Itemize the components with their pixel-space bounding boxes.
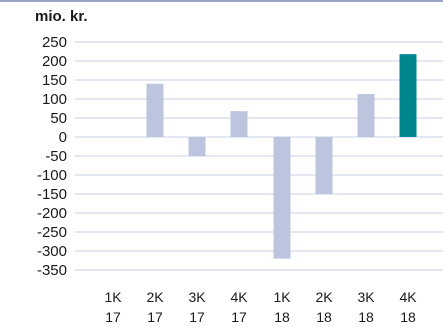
bar: [146, 83, 164, 137]
x-tick-label-quarter: 4K: [230, 289, 248, 305]
x-tick-label-year: 17: [189, 309, 205, 325]
bar: [273, 137, 291, 259]
gridlines: [75, 41, 443, 271]
y-tick-label: 150: [42, 72, 67, 89]
x-tick-label-year: 18: [358, 309, 374, 325]
x-axis-ticks: 1K 17 2K 17 3K 17 4K 17 1K 18 2K 18 3K 18 4K 18: [104, 289, 417, 325]
bar: [230, 111, 248, 137]
y-tick-label: -300: [37, 243, 67, 260]
y-tick-label: -150: [37, 186, 67, 203]
x-tick-label-year: 17: [147, 309, 163, 325]
y-tick-label: -100: [37, 167, 67, 184]
y-tick-label: 100: [42, 91, 67, 108]
y-tick-label: 200: [42, 53, 67, 70]
y-tick-label: -50: [45, 148, 67, 165]
bar: [315, 137, 333, 194]
bar: [399, 54, 417, 137]
x-tick-label-year: 18: [316, 309, 332, 325]
x-tick-label-quarter: 1K: [104, 289, 122, 305]
x-tick-label-year: 18: [274, 309, 290, 325]
x-tick-label-quarter: 4K: [399, 289, 417, 305]
y-tick-label: 50: [50, 110, 67, 127]
bar: [188, 137, 206, 156]
x-tick-label-quarter: 3K: [357, 289, 375, 305]
x-tick-label-year: 18: [400, 309, 416, 325]
x-tick-label-quarter: 3K: [188, 289, 206, 305]
bar: [357, 94, 375, 137]
x-tick-label-year: 17: [231, 309, 247, 325]
unit-label: mio. kr.: [35, 8, 88, 25]
x-tick-label-quarter: 1K: [273, 289, 291, 305]
y-tick-label: -350: [37, 262, 67, 279]
bars: [146, 54, 417, 259]
y-tick-label: -200: [37, 205, 67, 222]
y-tick-label: 250: [42, 34, 67, 51]
y-tick-label: 0: [59, 129, 67, 146]
x-tick-label-year: 17: [105, 309, 121, 325]
y-axis-ticks: 250 200 150 100 50 0 -50 -100 -150 -200 -250 -300 -3…: [37, 34, 67, 279]
x-tick-label-quarter: 2K: [146, 289, 164, 305]
x-tick-label-quarter: 2K: [315, 289, 333, 305]
y-tick-label: -250: [37, 224, 67, 241]
